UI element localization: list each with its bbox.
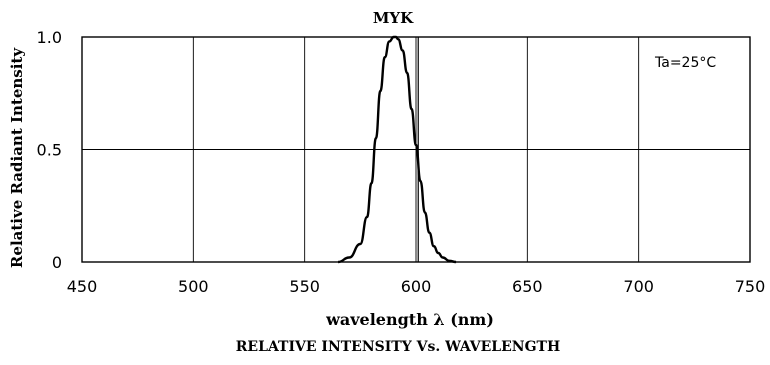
x-tick-label: 450 (67, 277, 98, 296)
series-layer (337, 35, 457, 264)
x-tick-label: 500 (178, 277, 209, 296)
y-tick-label: 1.0 (37, 28, 62, 47)
x-tick-label: 650 (512, 277, 543, 296)
chart-caption: RELATIVE INTENSITY Vs. WAVELENGTH (236, 339, 560, 355)
annotation-temperature: Ta=25°C (654, 55, 716, 71)
spectrum-curve (337, 35, 457, 264)
x-tick-label: 550 (289, 277, 320, 296)
x-tick-label: 700 (623, 277, 654, 296)
x-axis-label: wavelength λ (nm) (325, 310, 494, 329)
y-axis-label: Relative Radiant Intensity (8, 47, 26, 268)
x-tick-label: 600 (401, 277, 432, 296)
tick-labels-layer: 450 500 550 600 650 700 750 0 0.5 1.0 (37, 28, 766, 296)
y-tick-label: 0.5 (37, 141, 62, 160)
chart-title: MYK (373, 9, 414, 27)
y-tick-label: 0 (52, 253, 62, 272)
x-tick-label: 750 (735, 277, 766, 296)
